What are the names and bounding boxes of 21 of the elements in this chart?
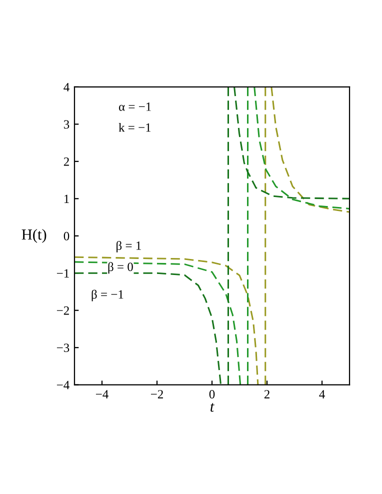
y-axis-title: H(t) (22, 228, 46, 243)
series-label: β = −1 (92, 290, 124, 302)
x-tick-label: 2 (264, 390, 270, 398)
y-tick-label: 1 (64, 194, 69, 203)
annotation: α = −1 (118, 102, 151, 111)
y-tick-label: 0 (64, 232, 70, 240)
series-label: β = 0 (108, 262, 133, 274)
y-tick-label: 4 (64, 83, 70, 92)
x-tick-label: 0 (209, 390, 215, 398)
x-tick-label: −4 (96, 390, 108, 398)
series-label: β = 1 (116, 240, 141, 252)
y-tick-label: −3 (56, 344, 70, 352)
x-tick-label: 4 (319, 390, 325, 398)
y-tick-label: 2 (64, 157, 69, 166)
y-tick-label: 3 (64, 120, 70, 129)
annotation: k = −1 (118, 122, 151, 132)
y-tick-label: −1 (56, 269, 69, 278)
y-tick-label: −2 (56, 306, 69, 315)
x-axis-title: t (210, 403, 214, 412)
x-tick-label: −2 (150, 390, 163, 398)
y-tick-label: −4 (56, 380, 70, 390)
